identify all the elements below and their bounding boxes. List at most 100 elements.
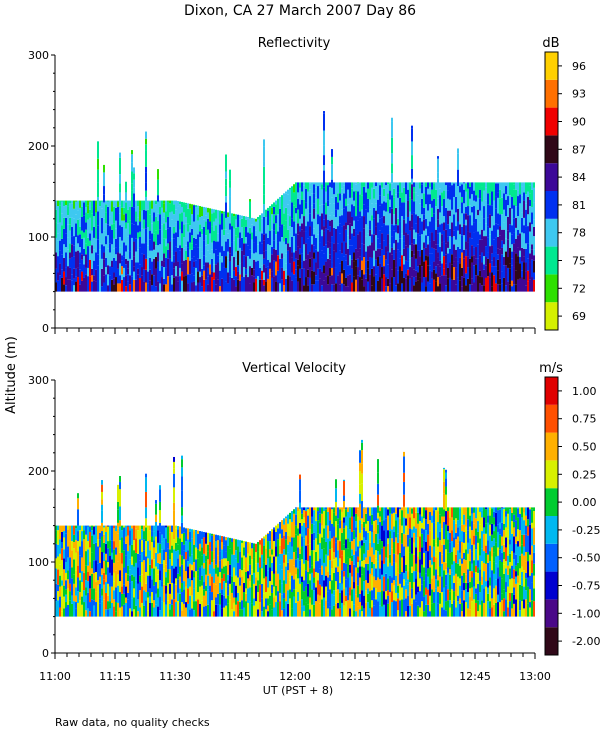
data-cell [531,244,533,250]
data-cell [371,531,373,548]
data-cell [415,182,417,193]
data-cell [421,584,423,602]
data-cell [329,531,331,542]
data-cell [437,257,439,265]
data-cell [123,277,125,292]
data-cell [119,275,121,284]
data-cell [237,592,239,602]
data-cell [187,550,189,562]
data-cell [323,606,325,617]
data-cell [187,283,189,292]
data-cell [341,273,343,284]
data-cell [485,509,487,524]
data-cell [125,258,127,265]
data-cell [495,563,497,580]
data-cell [423,518,425,530]
data-cell [459,508,461,526]
data-cell [249,266,251,284]
data-cell [393,225,395,231]
data-cell [195,559,197,572]
data-cell [181,582,183,593]
data-cell [111,525,113,541]
data-cell [257,276,259,292]
data-cell [299,231,301,249]
data-cell [113,590,115,600]
data-cell [91,230,93,246]
data-cell [363,507,365,509]
data-cell [289,541,291,560]
data-cell [517,182,519,191]
data-cell [63,558,65,570]
data-cell [85,534,87,552]
data-cell [275,602,277,617]
data-cell [417,233,419,251]
data-cell [87,267,89,277]
data-cell [263,272,265,280]
data-cell [255,601,257,617]
data-cell [397,192,399,198]
data-cell [169,603,171,610]
data-cell [83,602,85,617]
data-cell [361,605,363,612]
data-cell [531,522,533,529]
data-cell [207,218,209,230]
data-cell [251,586,253,604]
data-cell [301,261,303,269]
data-cell [73,256,75,269]
data-cell [281,610,283,617]
data-cell [515,217,517,228]
data-cell [497,531,499,548]
data-cell [379,263,381,278]
data-cell [69,557,71,568]
data-cell [415,547,417,564]
data-cell [517,256,519,263]
data-cell [189,531,191,542]
data-cell [443,481,445,494]
data-cell [133,167,135,174]
data-cell [267,533,269,542]
data-cell [61,541,63,549]
data-cell [515,507,517,521]
data-cell [171,531,173,546]
data-cell [129,545,131,560]
data-cell [93,249,95,261]
data-cell [291,186,293,203]
data-cell [57,525,59,531]
data-cell [305,208,307,227]
data-cell [215,241,217,250]
data-cell [361,186,363,196]
data-cell [433,269,435,280]
data-cell [435,244,437,250]
data-cell [405,216,407,224]
x-tick-label: 12:00 [279,670,311,683]
data-cell [309,189,311,197]
data-cell [55,268,57,283]
data-cell [119,540,121,553]
data-cell [473,507,475,513]
data-cell [155,582,157,594]
data-cell [491,286,493,292]
data-cell [131,259,133,277]
data-cell [377,182,379,187]
data-cell [413,192,415,202]
data-cell [115,554,117,571]
data-cell [495,266,497,284]
data-cell [381,541,383,549]
data-cell [189,609,191,617]
data-cell [497,197,499,214]
data-cell [363,608,365,617]
data-cell [329,606,331,617]
data-cell [181,201,183,207]
data-cell [433,556,435,562]
data-cell [181,221,183,234]
data-cell [67,579,69,589]
data-cell [481,510,483,518]
data-cell [457,550,459,564]
data-cell [341,602,343,617]
data-cell [151,592,153,603]
data-cell [75,251,77,269]
data-cell [233,582,235,598]
colorbar-swatch [545,163,558,191]
data-cell [309,580,311,598]
